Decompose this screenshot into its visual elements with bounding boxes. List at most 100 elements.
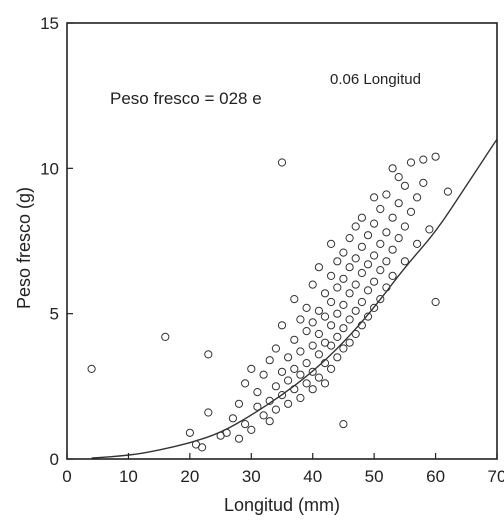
data-point	[259, 370, 268, 379]
data-point	[333, 353, 342, 362]
data-point	[290, 335, 299, 344]
data-point	[302, 327, 311, 336]
data-point	[370, 303, 379, 312]
data-point	[345, 289, 354, 298]
data-point	[327, 271, 336, 280]
data-point	[431, 152, 440, 161]
data-point	[333, 332, 342, 341]
data-point	[357, 213, 366, 222]
data-point	[302, 379, 311, 388]
data-point	[247, 425, 256, 434]
data-point	[394, 234, 403, 243]
data-point	[308, 318, 317, 327]
data-point	[296, 347, 305, 356]
y-axis-title: Peso fresco (g)	[14, 187, 34, 309]
data-point	[339, 344, 348, 353]
data-point	[314, 306, 323, 315]
exponential-fit-curve	[91, 138, 498, 459]
data-point	[339, 248, 348, 257]
data-point	[290, 295, 299, 304]
data-point	[161, 332, 170, 341]
data-point	[413, 193, 422, 202]
x-tick-label: 60	[426, 467, 445, 486]
data-point	[382, 190, 391, 199]
data-point	[388, 164, 397, 173]
data-point	[204, 408, 213, 417]
data-point	[296, 370, 305, 379]
data-point	[400, 257, 409, 266]
data-point	[284, 376, 293, 385]
data-point	[419, 178, 428, 187]
data-point	[406, 207, 416, 216]
data-point	[314, 329, 323, 339]
data-point	[339, 300, 348, 309]
x-tick-label: 50	[365, 467, 384, 486]
data-point	[333, 257, 342, 266]
plot-frame	[66, 22, 498, 460]
data-point	[271, 382, 280, 391]
data-point	[357, 242, 366, 251]
data-point	[302, 359, 311, 368]
data-point	[308, 341, 317, 350]
data-point	[265, 356, 274, 365]
y-tick-label: 10	[40, 159, 59, 178]
data-point	[351, 254, 360, 263]
data-point	[333, 283, 342, 292]
data-point	[327, 239, 336, 248]
data-point	[345, 234, 354, 243]
y-tick-label: 0	[50, 450, 59, 469]
data-point	[265, 417, 274, 426]
data-point	[241, 420, 250, 429]
data-point	[413, 239, 422, 248]
data-point	[370, 251, 379, 260]
data-point	[290, 364, 299, 373]
data-point	[333, 309, 342, 318]
x-tick-label: 20	[180, 467, 199, 486]
data-point	[284, 399, 293, 408]
data-point	[345, 263, 354, 272]
data-point	[314, 263, 323, 272]
data-point	[376, 239, 385, 248]
axis-ticks-layer: 0 10 20 30 40 50 60 70 0 5 10 15	[40, 14, 504, 486]
data-point	[351, 222, 360, 231]
x-axis-title: Longitud (mm)	[224, 495, 340, 515]
data-point	[253, 402, 262, 411]
data-point	[376, 204, 385, 214]
data-point	[327, 321, 336, 330]
data-point	[284, 353, 293, 362]
data-point	[277, 158, 287, 167]
data-point	[277, 321, 287, 330]
data-point	[253, 388, 262, 397]
data-point	[363, 231, 373, 240]
data-point	[357, 268, 366, 278]
data-point	[204, 350, 213, 359]
data-point	[382, 257, 391, 266]
data-point	[400, 222, 409, 231]
data-point	[376, 266, 385, 275]
data-point	[394, 199, 403, 208]
data-points-layer	[87, 152, 452, 452]
data-point	[327, 297, 336, 307]
data-point	[351, 280, 360, 289]
data-point	[228, 414, 237, 423]
data-point	[314, 350, 323, 359]
data-point	[185, 428, 194, 437]
data-point	[290, 385, 299, 394]
data-point	[370, 219, 379, 228]
data-point	[327, 341, 336, 350]
x-tick-label: 30	[242, 467, 261, 486]
data-point	[370, 193, 379, 202]
data-point	[443, 187, 452, 196]
data-point	[357, 297, 366, 307]
data-point	[351, 306, 360, 315]
data-point	[339, 420, 348, 429]
data-point	[370, 277, 379, 286]
data-point	[234, 399, 244, 408]
data-point	[388, 213, 397, 222]
data-point	[296, 315, 305, 324]
data-point	[302, 303, 311, 312]
equation-exponent: 0.06 Longitud	[330, 71, 421, 88]
data-point	[363, 286, 373, 295]
x-tick-label: 70	[488, 467, 504, 486]
data-point	[87, 364, 96, 373]
